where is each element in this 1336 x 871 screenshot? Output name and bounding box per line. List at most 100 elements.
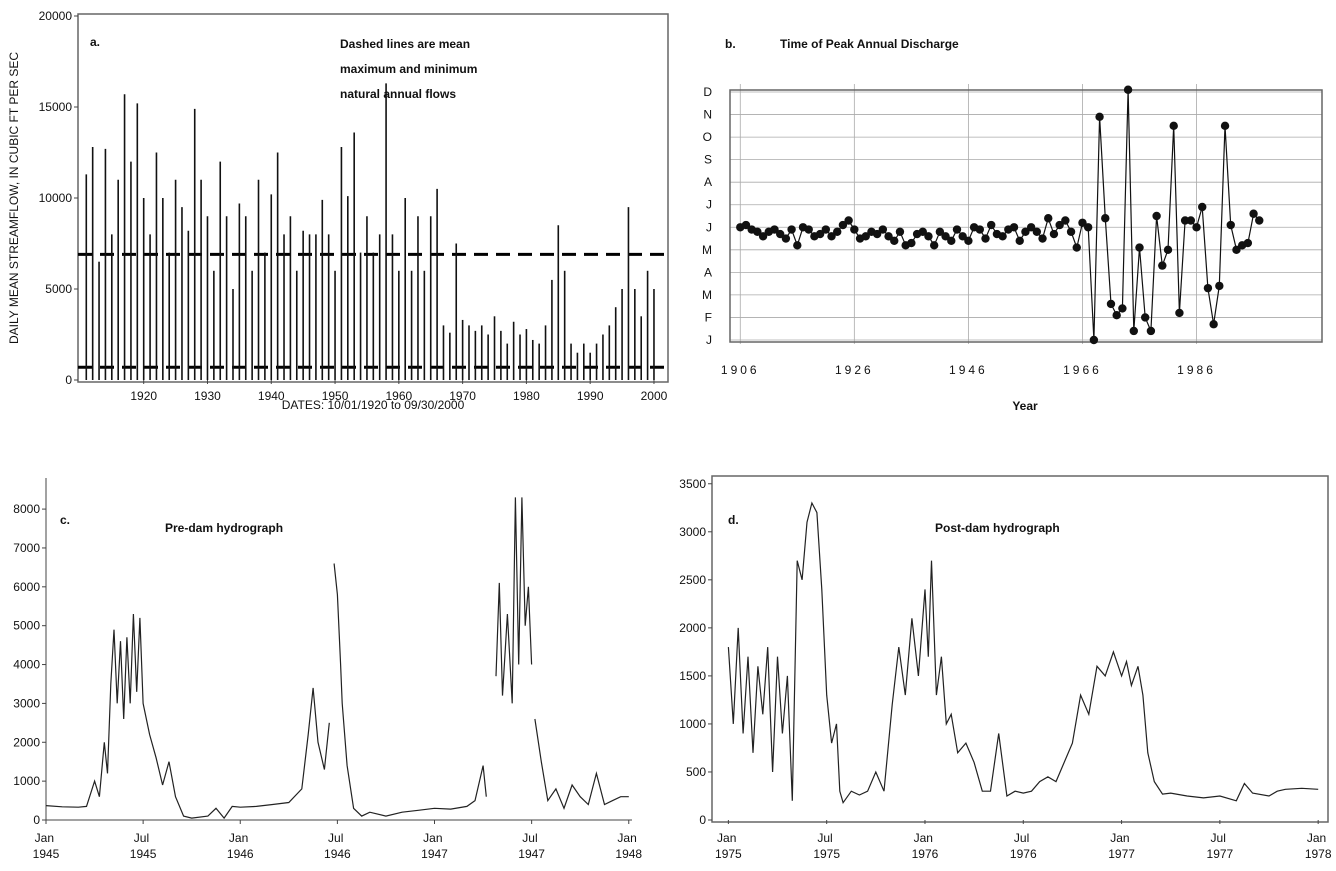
data-point (1186, 216, 1196, 225)
data-point (1021, 227, 1030, 236)
data-point (981, 234, 990, 243)
x-tick-label: 1980 (513, 389, 540, 403)
y-tick-label: 4000 (13, 658, 40, 672)
data-point (958, 232, 967, 241)
y-axis-label: DAILY MEAN STREAMFLOW, IN CUBIC FT PER S… (7, 52, 21, 344)
x-tick-label: Jan 1975 (715, 831, 742, 861)
x-tick-label: Jul 1976 (1010, 831, 1037, 861)
data-point (1118, 304, 1127, 313)
data-point (804, 225, 813, 234)
x-axis-label: Year (1012, 399, 1038, 413)
data-point (964, 236, 973, 245)
y-tick-label: 3000 (13, 696, 40, 710)
annotation: natural annual flows (340, 87, 456, 101)
x-tick-label: 1970 (449, 389, 476, 403)
data-point (827, 232, 836, 241)
x-tick-label: Jan 1948 (615, 831, 642, 861)
x-tick-label: 1990 (577, 389, 604, 403)
x-axis-label: DATES: 10/01/1920 to 09/30/2000 (282, 398, 465, 412)
x-tick-label: Jan 1946 (227, 831, 254, 861)
x-tick-label: Jan 1945 (33, 831, 60, 861)
y-tick-label: 2000 (13, 735, 40, 749)
data-point (1083, 223, 1093, 232)
panel-label: b. (725, 37, 736, 51)
data-point (935, 227, 945, 236)
y-tick-label: 1500 (679, 669, 706, 683)
data-point (1015, 236, 1024, 245)
annotation: Dashed lines are mean (340, 37, 470, 51)
x-tick-label: Jul 1975 (813, 831, 840, 861)
data-point (741, 220, 751, 230)
data-point (998, 232, 1007, 241)
y-tick-label: F (705, 310, 712, 324)
data-point (1220, 121, 1230, 131)
data-point (1129, 326, 1138, 336)
x-tick-label: Jul 1977 (1207, 831, 1234, 861)
data-point (861, 232, 870, 241)
y-tick-label: A (704, 265, 712, 279)
data-point (987, 220, 996, 230)
x-tick-label: 1950 (322, 389, 349, 403)
data-line (740, 89, 1260, 341)
data-point (815, 229, 825, 239)
y-tick-label: 20000 (39, 9, 73, 23)
data-point (1140, 313, 1150, 322)
data-point (1243, 238, 1253, 248)
data-point (775, 229, 785, 239)
data-point (1163, 245, 1173, 255)
data-point (1095, 112, 1104, 122)
y-tick-label: 6000 (13, 580, 40, 594)
data-point (929, 241, 939, 250)
y-tick-label: 0 (33, 813, 40, 827)
data-point (1203, 283, 1213, 293)
plot-frame (711, 475, 1329, 823)
data-point (1232, 245, 1241, 255)
data-point (1152, 211, 1161, 221)
chart-title: Time of Peak Annual Discharge (780, 37, 959, 51)
data-point (907, 238, 916, 248)
y-tick-label: 3500 (679, 477, 706, 491)
data-point (941, 232, 950, 241)
data-point (975, 225, 985, 234)
x-tick-label: Jul 1946 (324, 831, 351, 861)
data-line (45, 497, 629, 820)
data-point (1038, 234, 1047, 243)
x-tick-label: 1920 (130, 389, 157, 403)
y-tick-label: 2000 (679, 621, 706, 635)
x-tick-label: 1930 (194, 389, 221, 403)
data-point (850, 225, 859, 234)
y-tick-label: 7000 (13, 541, 40, 555)
data-point (1249, 209, 1258, 218)
chart-title: Post-dam hydrograph (935, 521, 1060, 535)
panel-label: c. (60, 513, 70, 527)
data-point (890, 236, 899, 245)
data-point (1055, 220, 1064, 230)
y-tick-label: M (702, 243, 712, 257)
y-tick-label: 10000 (39, 191, 73, 205)
data-point (1078, 218, 1087, 227)
x-tick-label: 1906 (721, 363, 760, 377)
y-tick-label: 3000 (679, 525, 706, 539)
data-point (753, 227, 762, 236)
y-tick-label: 15000 (39, 100, 73, 114)
data-line (727, 501, 1319, 805)
y-tick-label: 0 (65, 373, 72, 387)
data-point (793, 241, 802, 250)
data-point (1072, 243, 1081, 252)
y-tick-label: 5000 (45, 282, 72, 296)
y-tick-label: J (706, 220, 712, 234)
x-tick-label: 1946 (949, 363, 988, 377)
data-point (1112, 311, 1121, 320)
data-point (1106, 299, 1116, 309)
data-point (1009, 223, 1019, 232)
panel-label: d. (728, 513, 739, 527)
data-point (1169, 121, 1178, 131)
y-tick-label: A (704, 175, 712, 189)
data-point (1026, 223, 1036, 232)
annotation: maximum and minimum (340, 62, 477, 76)
y-tick-label: M (702, 288, 712, 302)
data-point (1089, 335, 1099, 345)
x-tick-label: 1986 (1177, 363, 1216, 377)
y-tick-label: N (703, 108, 712, 122)
